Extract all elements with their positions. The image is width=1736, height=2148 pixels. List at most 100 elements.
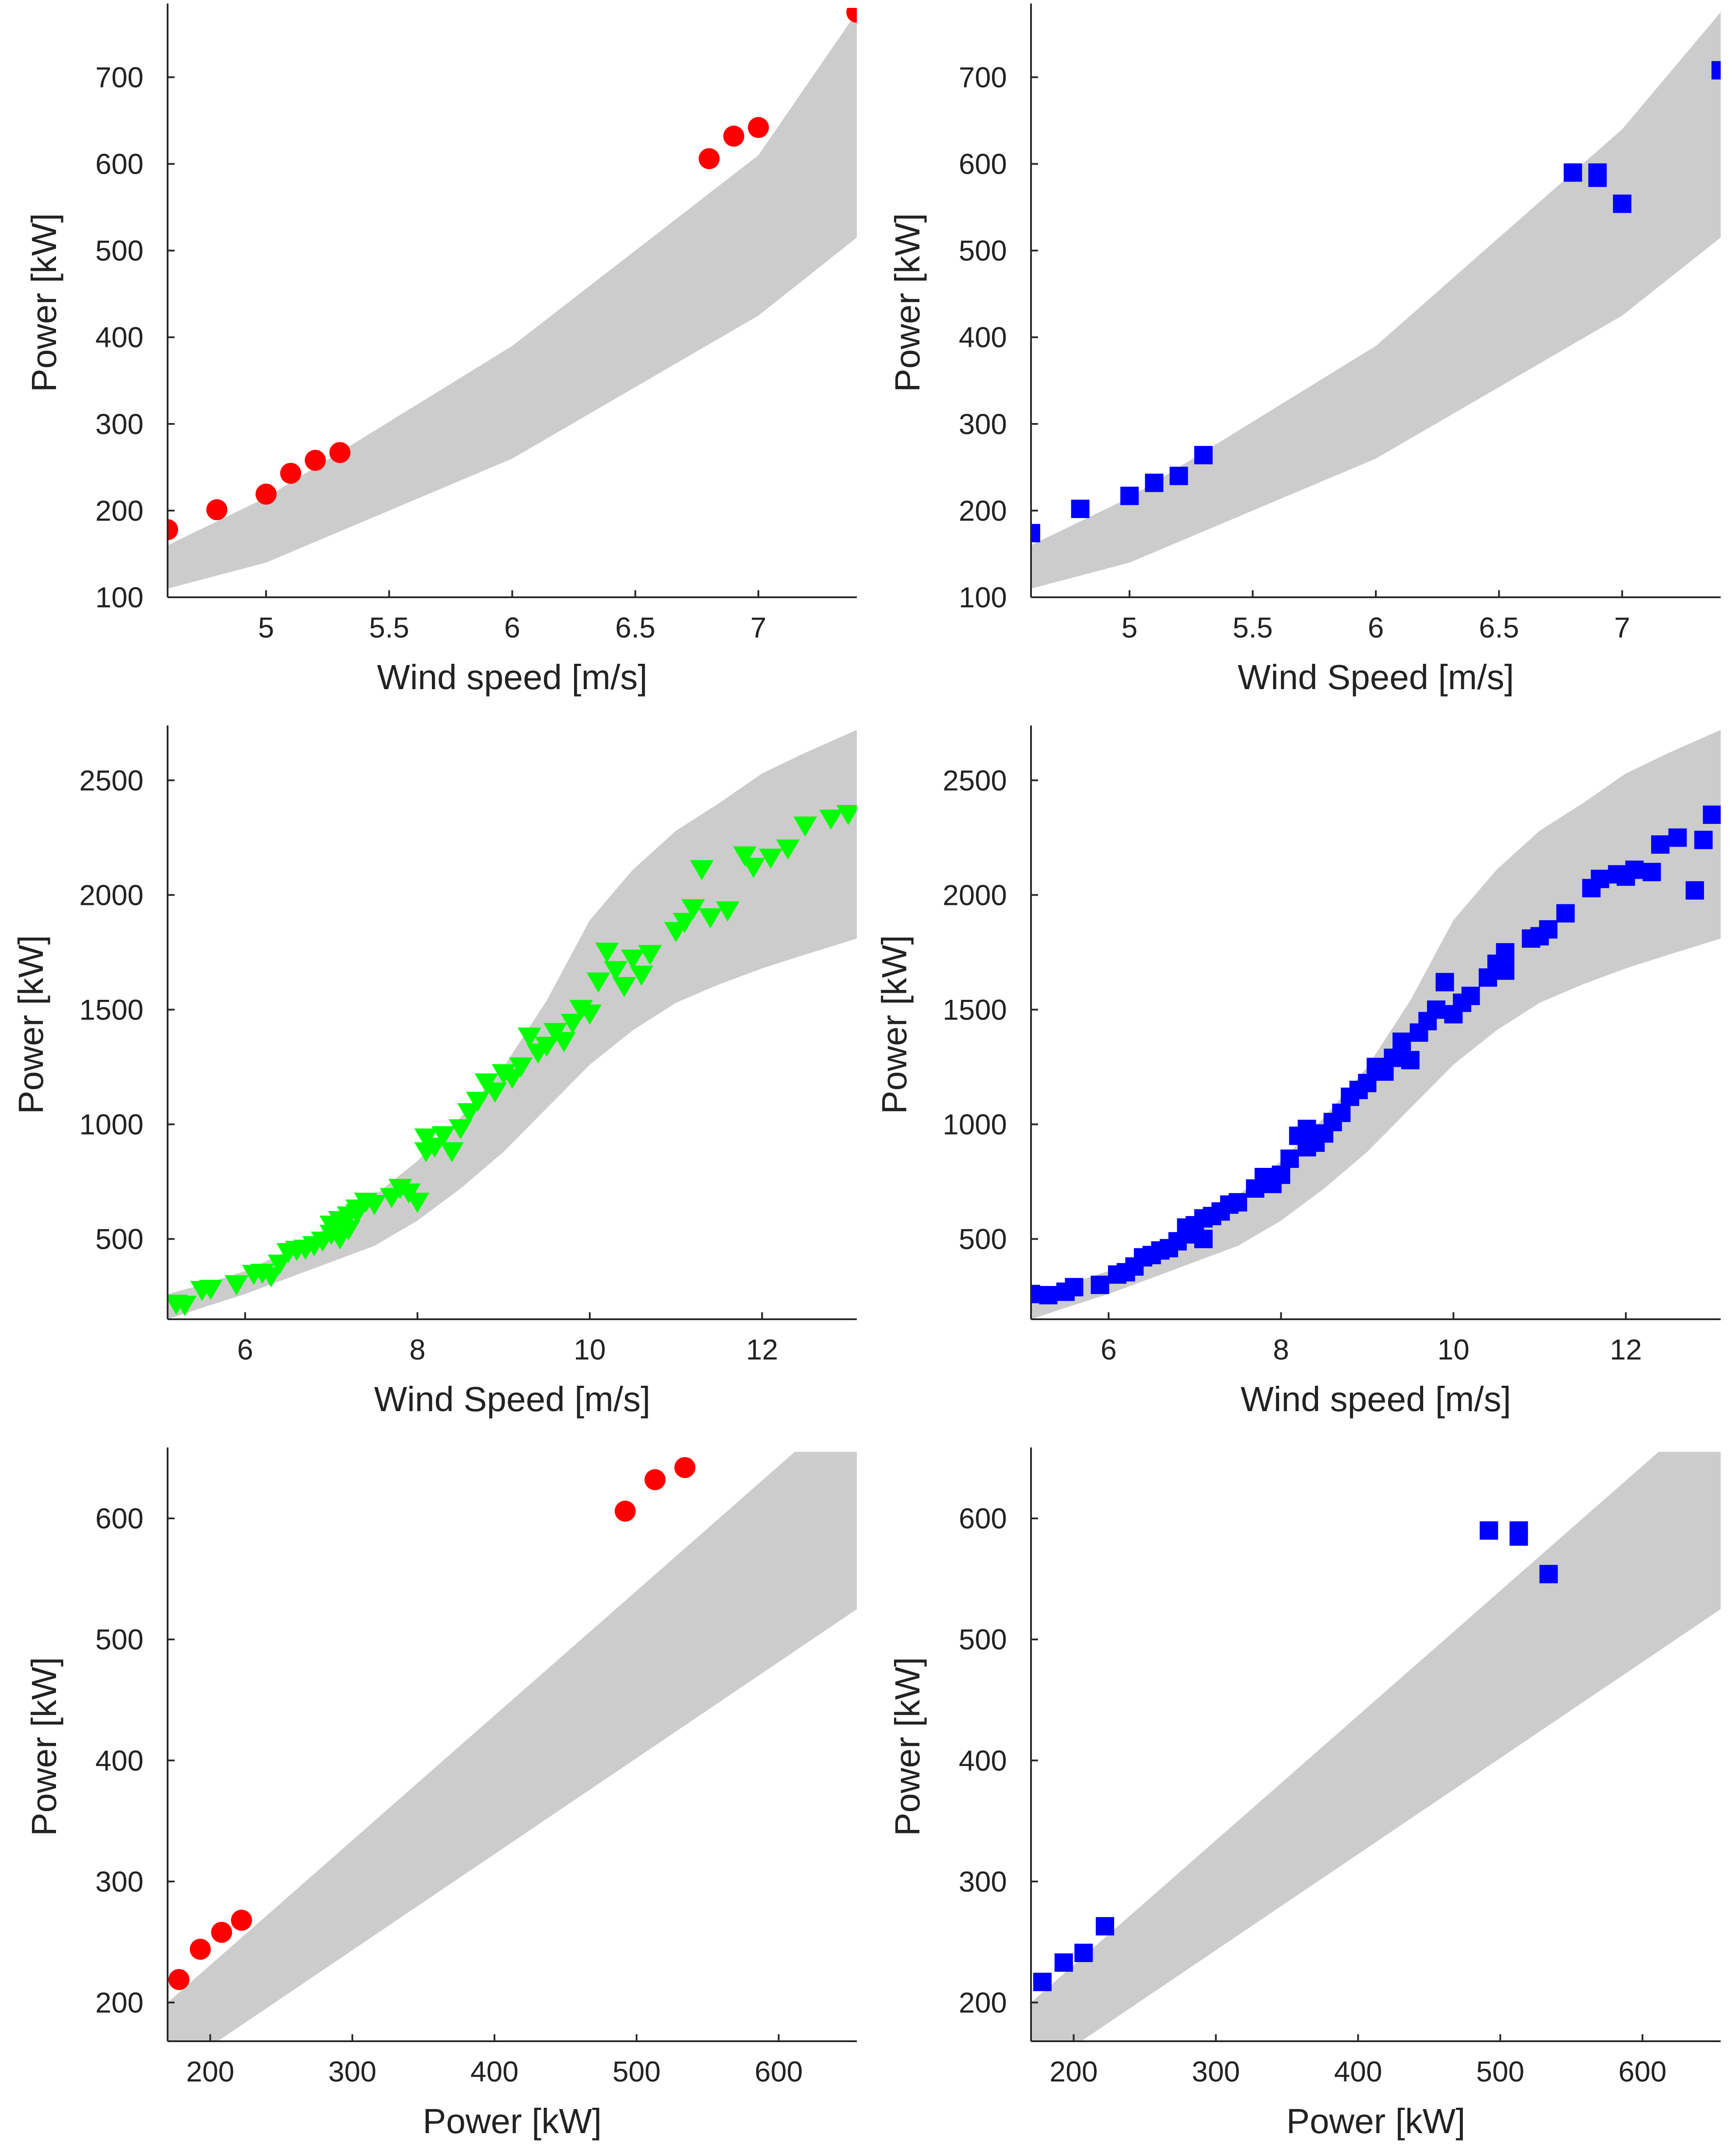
- data-points: [1031, 805, 1721, 1304]
- axes: 200 300 400 500 600 200 300 400 500 600: [959, 1447, 1721, 2088]
- data-point: [629, 965, 653, 986]
- y-tick-label: 2000: [79, 879, 144, 911]
- x-tick-label: 600: [754, 2055, 803, 2088]
- data-point: [1651, 835, 1670, 854]
- data-points: [168, 8, 857, 540]
- data-point: [431, 1126, 455, 1146]
- y-axis-label: Power [kW]: [25, 1657, 63, 1836]
- x-tick-label: 300: [328, 2055, 376, 2088]
- data-point: [1194, 446, 1213, 465]
- data-point: [457, 1103, 481, 1124]
- data-point: [259, 1267, 283, 1288]
- x-axis-label: Wind speed [m/s]: [377, 658, 647, 697]
- data-point: [586, 972, 610, 993]
- data-point: [723, 126, 744, 147]
- data-point: [621, 950, 645, 970]
- data-point: [759, 848, 783, 869]
- data-points: [1031, 61, 1721, 543]
- y-axis-label: Power [kW]: [888, 1657, 927, 1836]
- y-axis-label: Power [kW]: [11, 935, 50, 1114]
- data-point: [1120, 487, 1139, 505]
- y-tick-label: 500: [95, 235, 144, 267]
- y-tick-label: 500: [959, 1223, 1007, 1255]
- data-point: [690, 860, 714, 880]
- data-point: [1332, 1104, 1351, 1122]
- x-tick-label: 6: [237, 1333, 253, 1366]
- data-point: [168, 519, 178, 540]
- data-point: [1054, 1953, 1073, 1972]
- data-point: [1556, 904, 1575, 923]
- x-tick-label: 10: [1438, 1333, 1469, 1366]
- data-point: [1272, 1165, 1291, 1184]
- data-point: [509, 1057, 533, 1078]
- x-tick-label: 12: [746, 1333, 778, 1366]
- data-point: [517, 1027, 541, 1048]
- confidence-band: [1031, 12, 1721, 589]
- data-point: [449, 1119, 473, 1139]
- data-point: [674, 1457, 696, 1478]
- y-tick-label: 700: [95, 61, 144, 93]
- data-point: [1074, 1944, 1093, 1962]
- data-point: [466, 1092, 490, 1112]
- data-point: [1358, 1074, 1377, 1093]
- x-tick-label: 6: [1101, 1333, 1117, 1366]
- data-point: [612, 977, 636, 998]
- panel-3: 500 1000 1500 2000 2500 6 8 10 12 Wind Speed [m/…: [11, 725, 857, 1419]
- data-point: [1588, 168, 1607, 187]
- axes: 500 1000 1500 2000 2500 6 8 10 12: [79, 725, 857, 1366]
- data-point: [224, 1275, 249, 1296]
- x-tick-label: 400: [470, 2055, 519, 2088]
- x-tick-label: 8: [1273, 1333, 1289, 1366]
- data-point: [578, 1004, 602, 1025]
- x-tick-label: 200: [1049, 2055, 1098, 2088]
- data-point: [1564, 163, 1582, 182]
- x-tick-label: 7: [1614, 611, 1630, 644]
- x-axis-label: Wind Speed [m/s]: [1238, 658, 1514, 697]
- data-point: [256, 484, 277, 505]
- axes: 100 200 300 400 500 600 700 5 5.5 6 6.5 7: [959, 4, 1721, 644]
- panel-1: 100 200 300 400 500 600 700 5 5.5 6 6.5 7 Wind spee…: [25, 4, 857, 697]
- x-tick-label: 12: [1610, 1333, 1642, 1366]
- data-point: [1685, 881, 1704, 900]
- data-point: [1642, 862, 1661, 881]
- y-axis-label: Power [kW]: [888, 213, 927, 392]
- x-tick-label: 5.5: [1233, 611, 1273, 644]
- data-point: [603, 961, 628, 981]
- x-tick-label: 6: [1368, 611, 1384, 644]
- y-tick-label: 500: [95, 1223, 144, 1255]
- y-tick-label: 1000: [79, 1108, 144, 1140]
- y-tick-label: 100: [959, 581, 1007, 613]
- confidence-band: [168, 12, 857, 589]
- data-point: [1703, 805, 1721, 824]
- y-tick-label: 200: [959, 1986, 1007, 2018]
- data-point: [836, 805, 857, 825]
- panel-2: 100 200 300 400 500 600 700 5 5.5 6 6.5 7 Wind Spee…: [888, 4, 1721, 697]
- data-point: [1071, 499, 1090, 518]
- y-tick-label: 2000: [943, 879, 1007, 911]
- axes: 100 200 300 400 500 600 700 5 5.5 6 6.5 7: [95, 4, 857, 644]
- y-tick-label: 1500: [943, 993, 1007, 1026]
- data-point: [440, 1142, 464, 1163]
- x-tick-label: 200: [186, 2055, 234, 2088]
- data-point: [1711, 61, 1721, 80]
- data-point: [552, 1032, 576, 1052]
- data-points: [168, 805, 857, 1316]
- y-tick-label: 600: [95, 1502, 144, 1535]
- x-tick-label: 500: [1476, 2055, 1524, 2088]
- y-tick-label: 200: [959, 494, 1007, 527]
- axes: 200 300 400 500 600 200 300 400 500 600: [95, 1447, 857, 2088]
- data-point: [561, 1013, 585, 1034]
- x-tick-label: 5.5: [369, 611, 409, 644]
- data-point: [1480, 1521, 1498, 1540]
- data-point: [1461, 986, 1480, 1005]
- data-point: [681, 899, 705, 919]
- data-point: [1613, 194, 1631, 213]
- data-point: [638, 945, 662, 965]
- axes: 500 1000 1500 2000 2500 6 8 10 12: [943, 725, 1721, 1366]
- y-tick-label: 400: [959, 321, 1007, 354]
- data-point: [595, 943, 619, 963]
- y-tick-label: 1000: [943, 1108, 1007, 1140]
- data-point: [819, 809, 843, 830]
- data-point: [614, 1500, 636, 1522]
